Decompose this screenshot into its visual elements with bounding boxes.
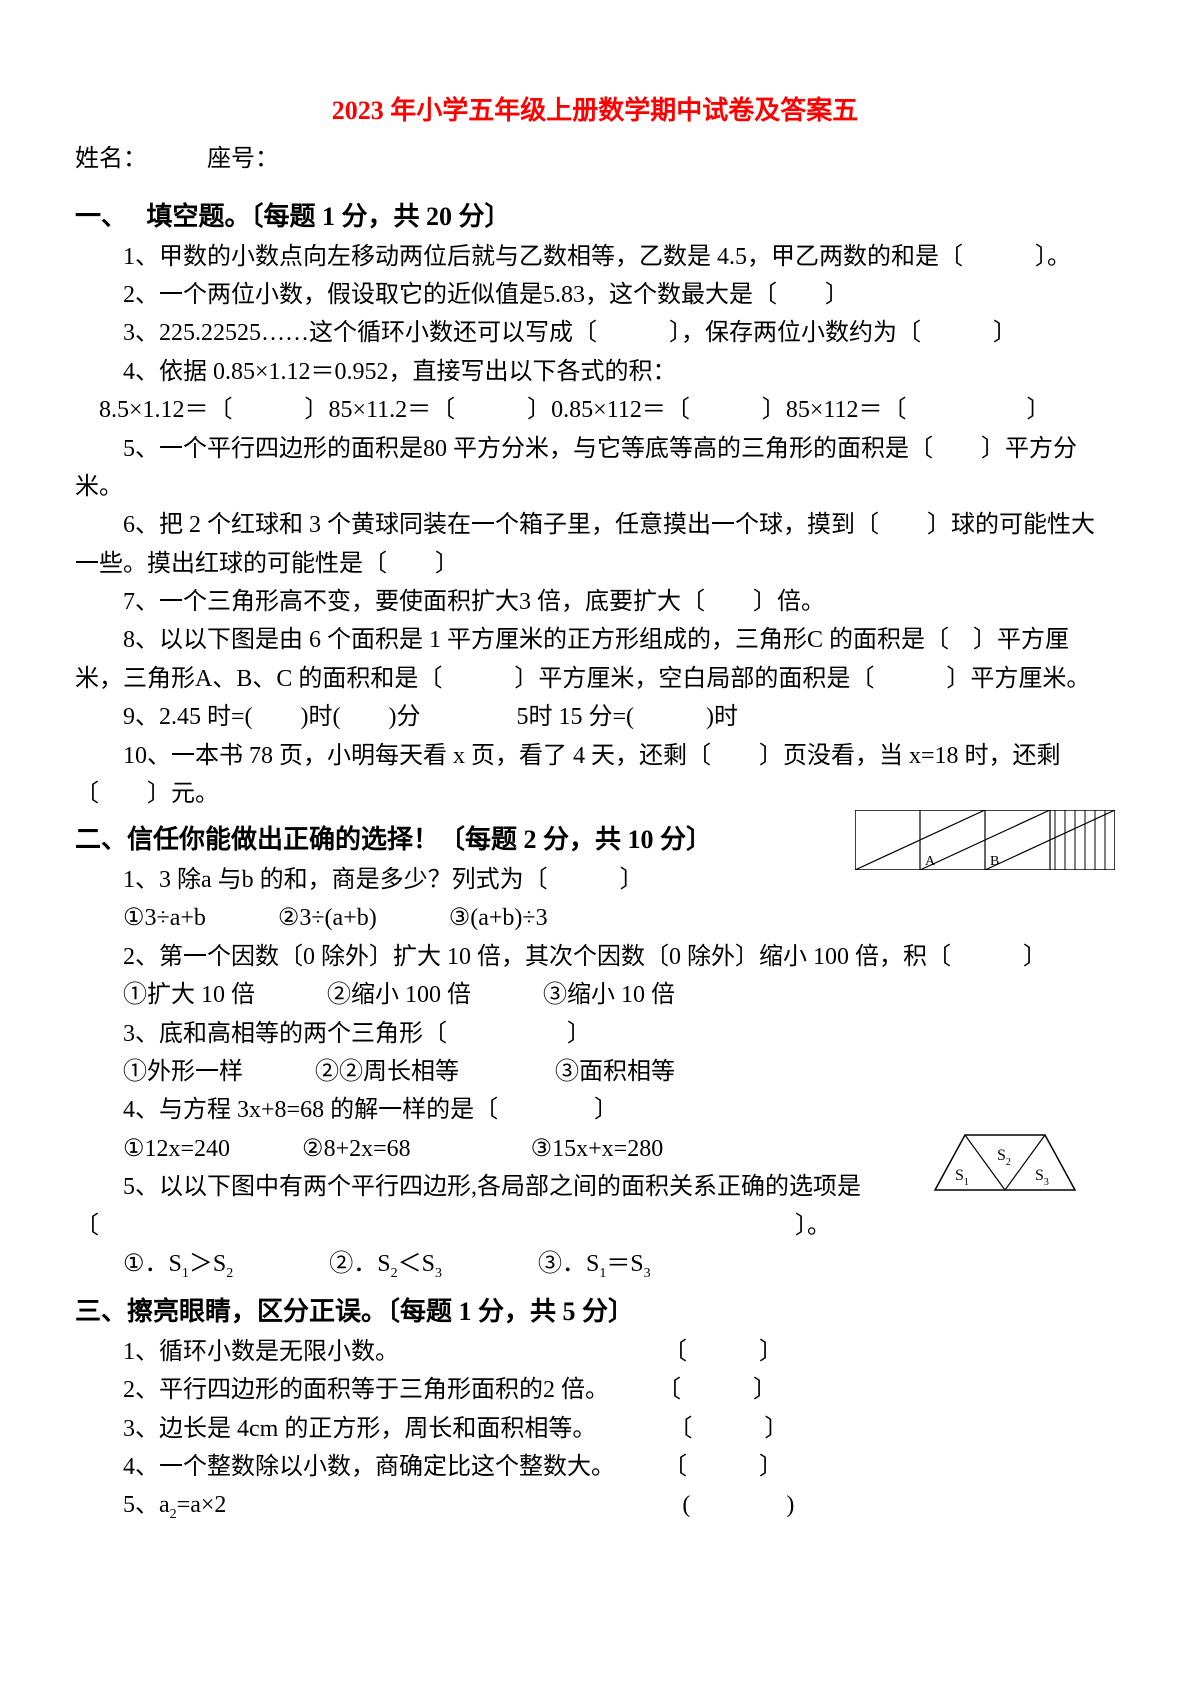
svg-text:A: A	[925, 854, 936, 869]
q1-7: 7、一个三角形高不变，要使面积扩大3 倍，底要扩大〔 〕倍。	[75, 583, 1115, 621]
q1-3: 3、225.22525……这个循环小数还可以写成〔 〕，保存两位小数约为〔 〕	[75, 314, 1115, 352]
q1-4a: 4、依据 0.85×1.12＝0.952，直接写出以下各式的积：	[75, 353, 1115, 391]
page-title: 2023 年小学五年级上册数学期中试卷及答案五	[75, 90, 1115, 132]
q2-3b: ①外形一样 ②②周长相等 ③面积相等	[75, 1053, 1115, 1091]
q2-2b: ①扩大 10 倍 ②缩小 100 倍 ③缩小 10 倍	[75, 976, 1115, 1014]
svg-text:S1: S1	[955, 1167, 969, 1188]
svg-text:B: B	[990, 854, 999, 869]
q1-5: 5、一个平行四边形的面积是80 平方分米，与它等底等高的三角形的面积是〔 〕平方…	[75, 430, 1115, 507]
q1-9: 9、2.45 时=( )时( )分 5时 15 分=( )时	[75, 698, 1115, 736]
q3-1: 1、循环小数是无限小数。 〔 〕	[75, 1333, 1115, 1371]
section-3-head: 三、擦亮眼睛，区分正误。〔每题 1 分，共 5 分〕	[75, 1291, 1115, 1333]
q3-4: 4、一个整数除以小数，商确定比这个整数大。 〔 〕	[75, 1448, 1115, 1486]
svg-text:S2: S2	[997, 1147, 1011, 1168]
section-1-head: 一、 填空题。〔每题 1 分，共 20 分〕	[75, 196, 1115, 238]
q2-5b: ①．S1＞S2 ②．S2＜S3 ③．S1＝S3	[75, 1245, 1115, 1285]
q1-2: 2、一个两位小数，假设取它的近似值是5.83，这个数最大是〔 〕	[75, 276, 1115, 314]
q1-1: 1、甲数的小数点向左移动两位后就与乙数相等，乙数是 4.5，甲乙两数的和是〔 〕…	[75, 238, 1115, 276]
q1-10: 10、一本书 78 页，小明每天看 x 页，看了 4 天，还剩〔 〕页没看，当 …	[75, 737, 1115, 814]
name-line: 姓名： 座号：	[75, 140, 1115, 178]
q1-4b: 8.5×1.12＝〔 〕85×11.2＝〔 〕0.85×112＝〔 〕85×11…	[75, 391, 1115, 429]
q3-5: 5、a2=a×2 ( )	[75, 1486, 1115, 1526]
q1-8: 8、以以下图是由 6 个面积是 1 平方厘米的正方形组成的，三角形C 的面积是〔…	[75, 621, 1115, 698]
q3-3: 3、边长是 4cm 的正方形，周长和面积相等。 〔 〕	[75, 1410, 1115, 1448]
q2-1b: ①3÷a+b ②3÷(a+b) ③(a+b)÷3	[75, 899, 1115, 937]
figure-parallelogram: S1 S2 S3	[905, 1130, 1105, 1200]
svg-text:S3: S3	[1035, 1167, 1049, 1188]
q2-4a: 4、与方程 3x+8=68 的解一样的是〔 〕	[75, 1091, 1115, 1129]
q1-6: 6、把 2 个红球和 3 个黄球同装在一个箱子里，任意摸出一个球，摸到〔 〕球的…	[75, 506, 1115, 583]
q3-2: 2、平行四边形的面积等于三角形面积的2 倍。 〔 〕	[75, 1371, 1115, 1409]
q2-3a: 3、底和高相等的两个三角形〔 〕	[75, 1015, 1115, 1053]
q2-2a: 2、第一个因数〔0 除外〕扩大 10 倍，其次个因数〔0 除外〕缩小 100 倍…	[75, 938, 1115, 976]
figure-grid-triangles: A B	[855, 810, 1115, 870]
